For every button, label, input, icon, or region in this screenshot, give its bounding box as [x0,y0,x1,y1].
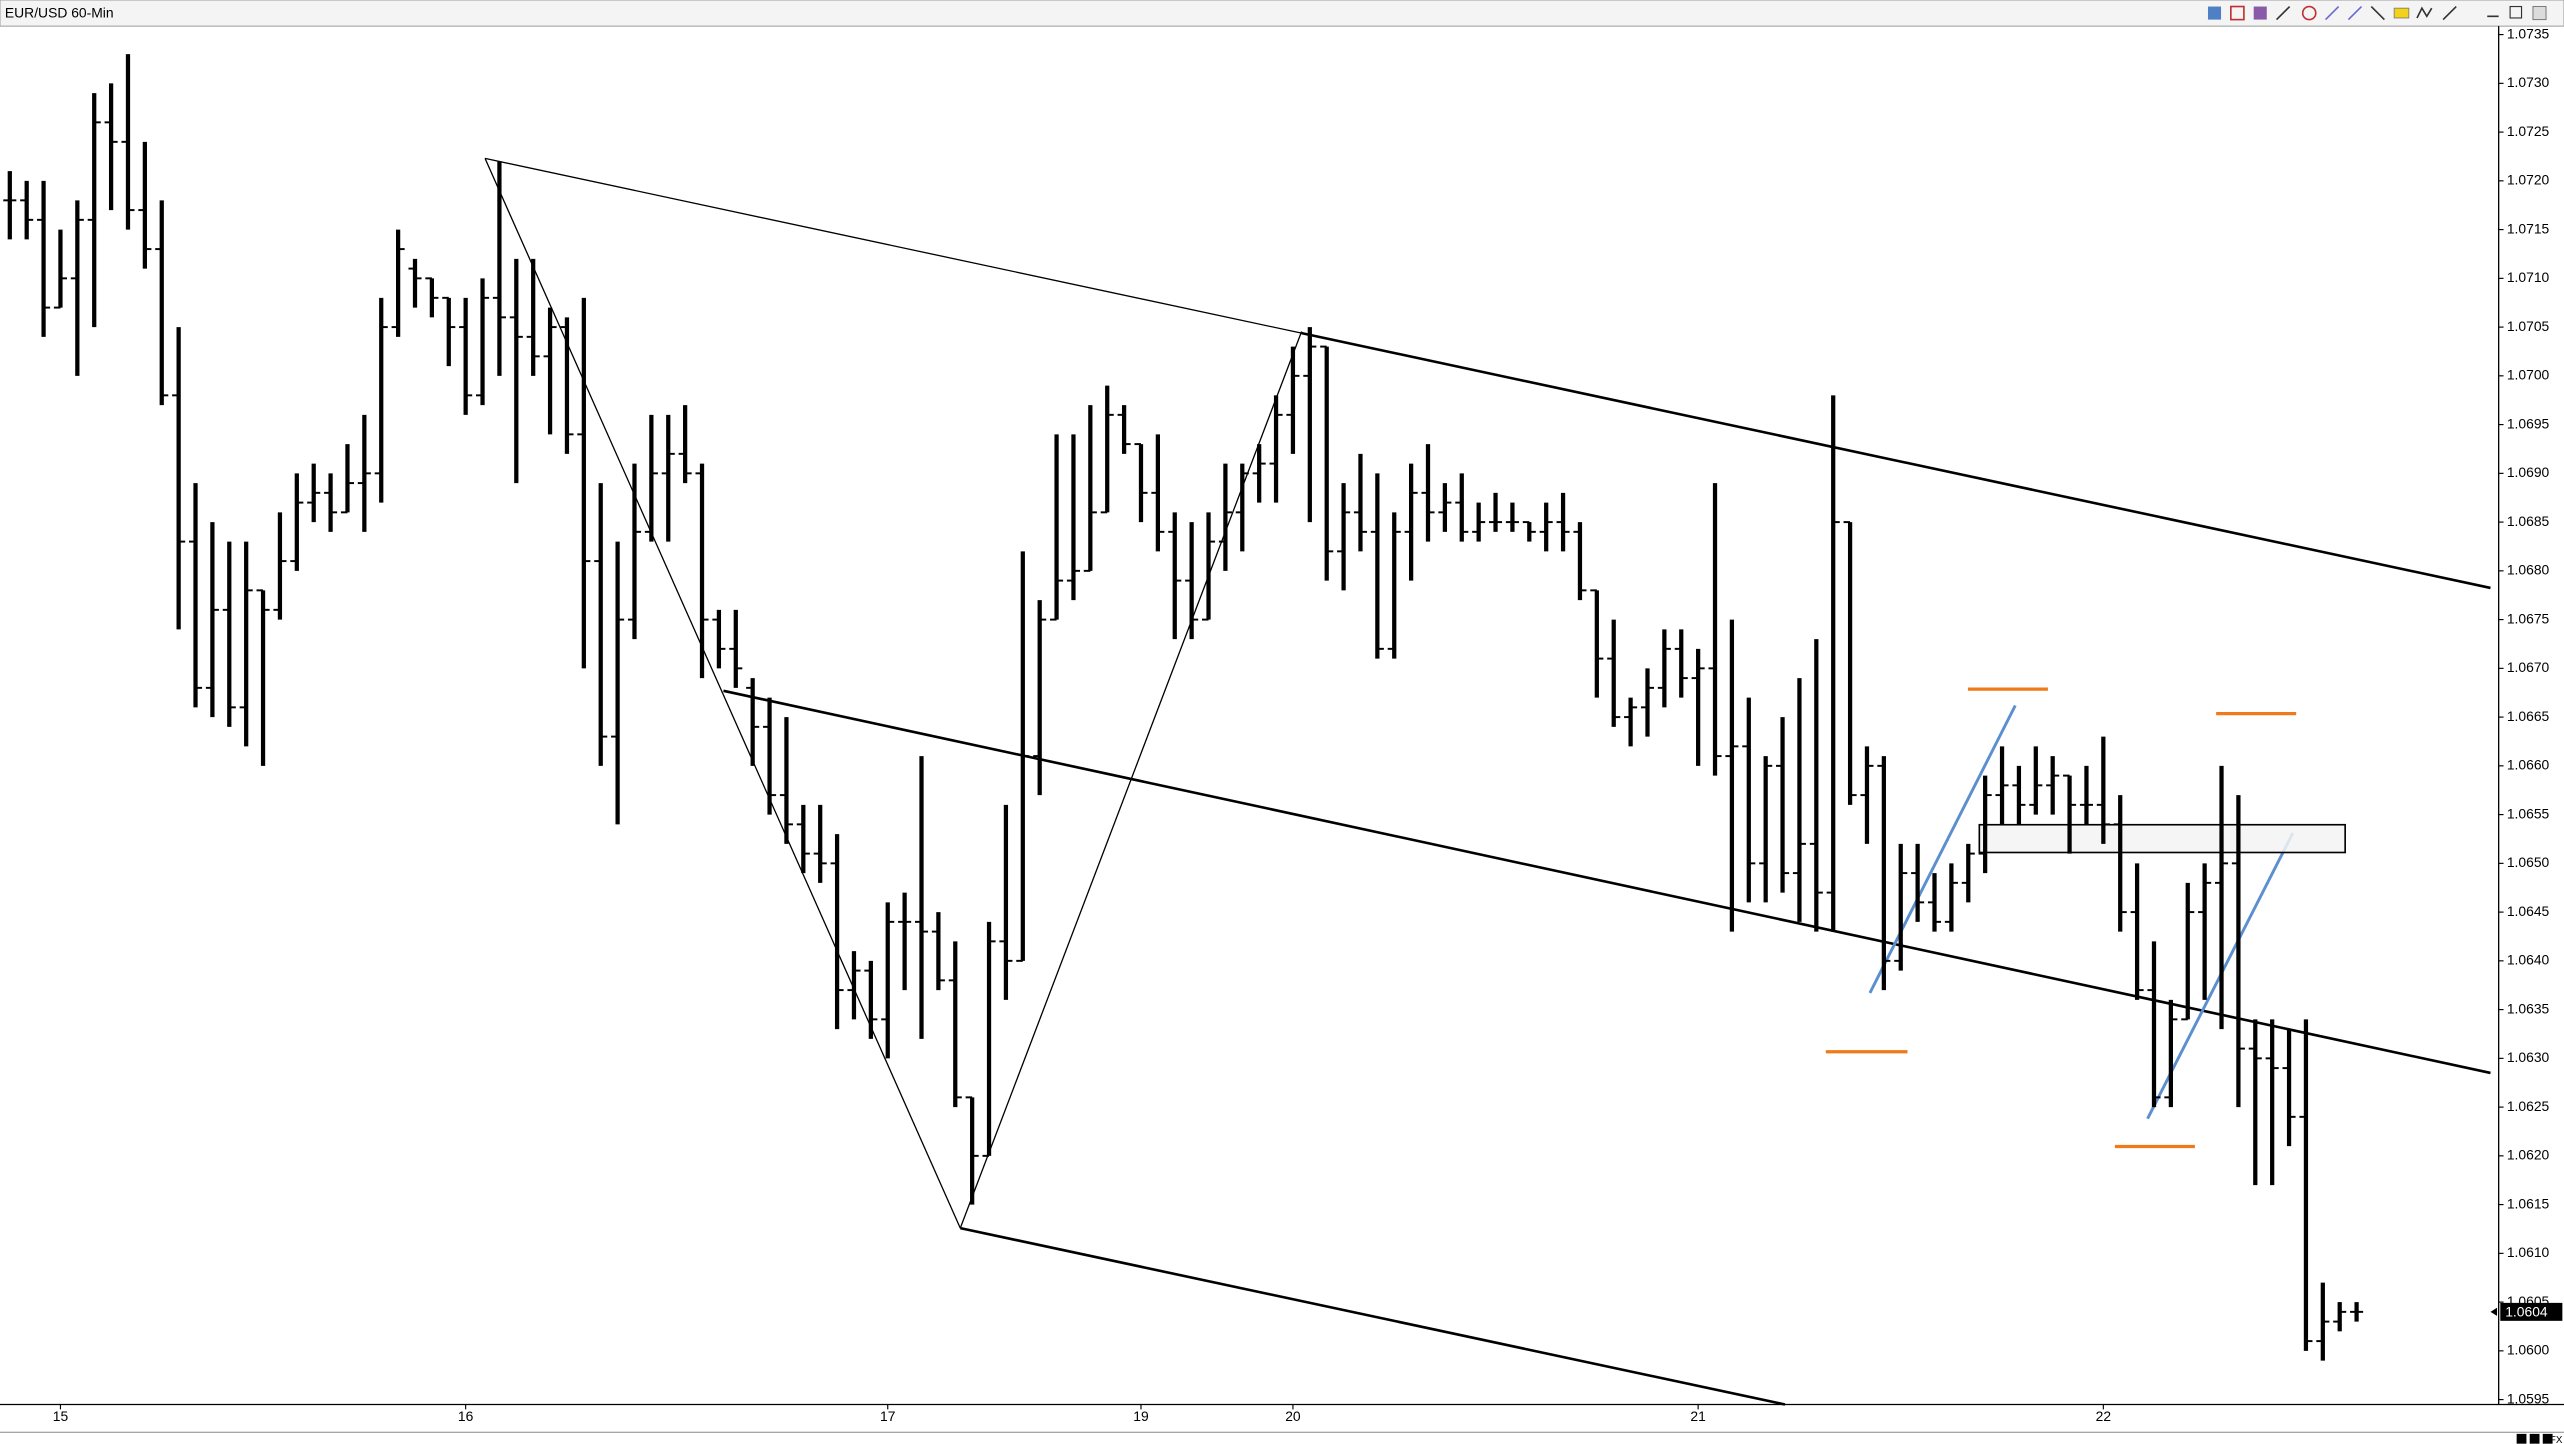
y-tick-label: 1.0690 [2507,464,2550,480]
y-tick-label: 1.0735 [2507,25,2550,41]
range-box [1978,823,2346,854]
footer-icon[interactable] [2542,1433,2553,1444]
tool-icon[interactable] [2301,5,2317,21]
y-tick-label: 1.0610 [2507,1244,2550,1260]
x-tick-label: 22 [2096,1408,2112,1424]
blue-line [1868,704,2017,994]
y-tick-label: 1.0730 [2507,74,2550,90]
footer-icon[interactable] [2529,1433,2540,1444]
y-tick-label: 1.0620 [2507,1147,2550,1163]
chart-title: EUR/USD 60-Min [5,5,114,21]
y-tick-label: 1.0705 [2507,318,2550,334]
tool-icon[interactable] [2324,5,2340,21]
y-tick-label: 1.0635 [2507,1000,2550,1016]
y-tick-label: 1.0700 [2507,367,2550,383]
y-tick-label: 1.0650 [2507,854,2550,870]
header-bar [0,0,2564,27]
y-tick-label: 1.0710 [2507,269,2550,285]
y-tick-label: 1.0670 [2507,659,2550,675]
tool-icon[interactable] [2370,5,2385,21]
y-tick-label: 1.0660 [2507,757,2550,773]
close-button[interactable] [2532,6,2547,21]
tool-icon[interactable] [2442,5,2457,21]
y-tick-label: 1.0695 [2507,415,2550,431]
y-tick-label: 1.0675 [2507,610,2550,626]
tool-icon[interactable] [2207,6,2222,20]
x-tick-label: 19 [1133,1408,1149,1424]
channel-line [723,689,2491,1075]
restore-button[interactable] [2509,5,2523,19]
last-price-pointer [2490,1307,2498,1316]
toolbar[interactable] [2207,5,2547,21]
footer-icon[interactable] [2516,1433,2527,1444]
x-tick-label: 17 [880,1408,896,1424]
x-tick-label: 20 [1285,1408,1301,1424]
y-tick-label: 1.0665 [2507,708,2550,724]
y-tick-label: 1.0640 [2507,952,2550,968]
tool-icon[interactable] [2253,6,2267,20]
y-tick-label: 1.0720 [2507,172,2550,188]
y-tick-label: 1.0680 [2507,562,2550,578]
tool-icon[interactable] [2347,5,2363,21]
y-tick-label: 1.0630 [2507,1049,2550,1065]
tool-icon[interactable] [2393,7,2410,19]
y-tick-label: 1.0685 [2507,513,2550,529]
y-tick-label: 1.0655 [2507,805,2550,821]
y-tick-label: 1.0595 [2507,1390,2550,1406]
last-price-tag [2500,1302,2563,1321]
tool-icon[interactable] [2275,5,2291,21]
y-tick-label: 1.0725 [2507,123,2550,139]
tool-icon[interactable] [2230,5,2245,21]
y-tick-label: 1.0600 [2507,1342,2550,1358]
channel-line [960,1226,1786,1406]
price-bars [3,54,2364,1361]
y-tick-label: 1.0615 [2507,1195,2550,1211]
y-tick-label: 1.0715 [2507,220,2550,236]
trend-line [484,157,1302,334]
x-tick-label: 16 [458,1408,474,1424]
last-price-label: 1.0604 [2505,1303,2548,1319]
tool-icon[interactable] [2416,6,2433,19]
channel-line [1301,331,2491,590]
y-tick-label: 1.0625 [2507,1098,2550,1114]
annotations [484,157,2491,1406]
trend-line [484,158,961,1229]
footer-label: +FX [2544,1435,2563,1444]
y-tick-label: 1.0645 [2507,903,2550,919]
x-tick-label: 15 [53,1408,69,1424]
x-tick-label: 21 [1690,1408,1706,1424]
